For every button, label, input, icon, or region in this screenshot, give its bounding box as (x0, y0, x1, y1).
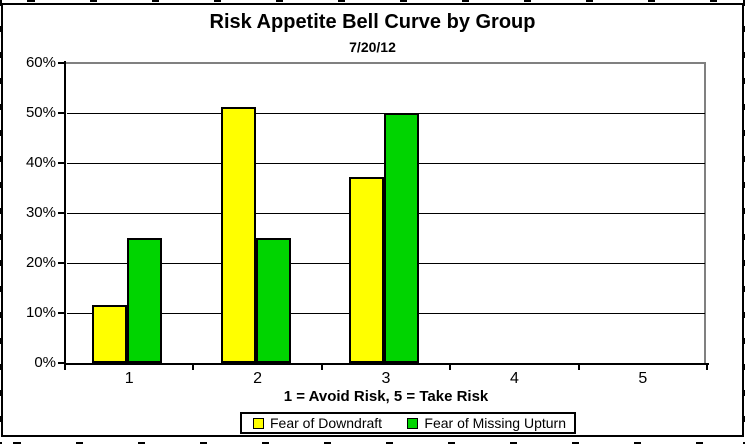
y-axis-line (64, 61, 66, 365)
chart-subtitle: 7/20/12 (349, 39, 396, 55)
bar-fear-of-downdraft-cat2[interactable] (220, 107, 256, 363)
y-axis-tick-label: 0% (34, 354, 56, 371)
y-axis-tick-10 (58, 312, 65, 314)
plot-area-border (65, 62, 706, 363)
legend-label: Fear of Missing Upturn (424, 415, 566, 431)
x-category-label-5: 5 (638, 370, 648, 387)
y-axis-tick-label: 30% (25, 204, 56, 221)
legend-item-fear-of-missing-upturn[interactable]: Fear of Missing Upturn (407, 415, 566, 431)
x-category-label-3: 3 (381, 370, 391, 387)
bar-fear-of-downdraft-cat1[interactable] (92, 305, 128, 363)
x-axis-tick-2 (320, 365, 323, 370)
bar-fear-of-missing-upturn-cat3[interactable] (384, 113, 419, 363)
x-axis-tick-3 (449, 365, 452, 370)
y-axis-tick-label: 50% (25, 104, 56, 121)
x-axis-tick-1 (192, 365, 195, 370)
x-category-label-2: 2 (253, 370, 263, 387)
y-axis-tick-0 (58, 362, 65, 364)
chart-title: Risk Appetite Bell Curve by Group (209, 11, 536, 33)
y-axis-tick-label: 20% (25, 254, 56, 271)
legend[interactable]: Fear of Downdraft Fear of Missing Upturn (240, 412, 576, 434)
legend-item-fear-of-downdraft[interactable]: Fear of Downdraft (253, 415, 382, 431)
x-axis-tick-4 (577, 365, 580, 370)
y-axis-tick-60 (58, 62, 65, 64)
legend-label: Fear of Downdraft (270, 415, 383, 431)
y-axis-tick-50 (58, 112, 65, 114)
y-axis-tick-label: 40% (25, 154, 56, 171)
y-axis-tick-label: 10% (25, 304, 56, 321)
legend-swatch-icon (407, 417, 419, 429)
y-axis-tick-20 (58, 262, 65, 264)
bar-fear-of-downdraft-cat3[interactable] (349, 177, 384, 363)
x-axis-title: 1 = Avoid Risk, 5 = Take Risk (283, 388, 489, 405)
x-axis-line (64, 363, 709, 365)
y-axis-tick-label: 60% (25, 54, 56, 71)
y-axis-tick-40 (58, 162, 65, 164)
legend-swatch-icon (253, 417, 264, 429)
x-category-label-1: 1 (124, 370, 134, 387)
x-axis-tick-0 (64, 365, 66, 370)
selection-dash-left (0, 0, 2, 444)
bar-fear-of-missing-upturn-cat2[interactable] (255, 238, 291, 363)
x-axis-tick-5 (706, 365, 708, 370)
selection-dash-top (0, 0, 745, 2)
y-axis-tick-30 (58, 212, 65, 214)
x-category-label-4: 4 (509, 370, 519, 387)
bar-fear-of-missing-upturn-cat1[interactable] (127, 238, 163, 363)
